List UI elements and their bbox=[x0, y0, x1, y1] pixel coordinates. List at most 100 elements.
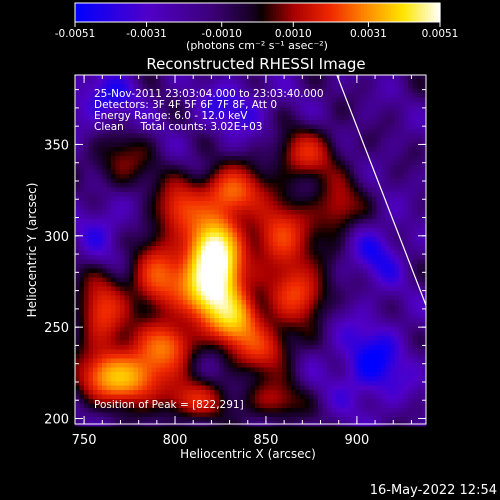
heatmap-cell bbox=[192, 259, 197, 265]
heatmap-cell bbox=[133, 160, 139, 166]
heatmap-cell bbox=[241, 115, 247, 121]
heatmap-cell bbox=[349, 313, 355, 319]
heatmap-cell bbox=[241, 349, 247, 355]
heatmap-cell bbox=[201, 174, 206, 179]
heatmap-cell bbox=[210, 93, 215, 98]
heatmap-cell bbox=[75, 129, 80, 134]
heatmap-cell bbox=[178, 196, 184, 202]
heatmap-cell bbox=[259, 102, 265, 107]
heatmap-cell bbox=[88, 295, 94, 301]
heatmap-cell bbox=[93, 300, 98, 305]
heatmap-cell bbox=[106, 106, 112, 112]
heatmap-cell bbox=[174, 291, 179, 296]
heatmap-cell bbox=[417, 268, 422, 274]
heatmap-cell bbox=[358, 156, 364, 161]
heatmap-cell bbox=[241, 102, 247, 107]
heatmap-cell bbox=[147, 165, 152, 170]
heatmap-cell bbox=[174, 219, 179, 224]
heatmap-cell bbox=[385, 349, 391, 355]
heatmap-cell bbox=[372, 237, 377, 242]
heatmap-cell bbox=[286, 111, 292, 116]
heatmap-cell bbox=[97, 345, 103, 350]
heatmap-cell bbox=[241, 106, 247, 112]
heatmap-cell bbox=[246, 93, 251, 98]
heatmap-cell bbox=[354, 219, 359, 224]
heatmap-cell bbox=[129, 160, 134, 166]
heatmap-cell bbox=[412, 345, 418, 350]
heatmap-cell bbox=[178, 259, 184, 265]
heatmap-cell bbox=[390, 327, 395, 332]
heatmap-cell bbox=[79, 178, 85, 184]
heatmap-cell bbox=[327, 228, 332, 233]
heatmap-cell bbox=[385, 237, 391, 242]
heatmap-cell bbox=[318, 250, 323, 256]
heatmap-cell bbox=[268, 295, 274, 301]
heatmap-cell bbox=[250, 178, 256, 184]
heatmap-cell bbox=[322, 304, 328, 310]
heatmap-cell bbox=[390, 246, 395, 251]
heatmap-cell bbox=[138, 327, 143, 332]
heatmap-cell bbox=[268, 111, 274, 116]
heatmap-cell bbox=[183, 75, 188, 80]
heatmap-cell bbox=[295, 268, 301, 274]
heatmap-cell bbox=[75, 327, 80, 332]
heatmap-cell bbox=[345, 322, 350, 328]
heatmap-cell bbox=[223, 115, 229, 121]
heatmap-cell bbox=[300, 129, 305, 134]
heatmap-cell bbox=[124, 318, 130, 323]
heatmap-cell bbox=[255, 300, 260, 305]
heatmap-cell bbox=[160, 129, 166, 134]
heatmap-cell bbox=[277, 232, 283, 238]
heatmap-cell bbox=[358, 255, 364, 260]
heatmap-cell bbox=[345, 93, 350, 98]
heatmap-cell bbox=[331, 201, 337, 206]
heatmap-cell bbox=[282, 106, 287, 112]
heatmap-cell bbox=[264, 187, 269, 193]
heatmap-cell bbox=[210, 178, 215, 184]
heatmap-cell bbox=[84, 237, 89, 242]
heatmap-cell bbox=[282, 201, 287, 206]
heatmap-cell bbox=[250, 340, 256, 346]
heatmap-cell bbox=[120, 237, 125, 242]
heatmap-cell bbox=[408, 156, 413, 161]
heatmap-cell bbox=[331, 282, 337, 287]
heatmap-cell bbox=[228, 246, 233, 251]
colorbar-cell bbox=[114, 3, 119, 22]
heatmap-cell bbox=[322, 349, 328, 355]
heatmap-cell bbox=[286, 219, 292, 224]
heatmap-cell bbox=[174, 187, 179, 193]
heatmap-cell bbox=[291, 201, 296, 206]
heatmap-cell bbox=[219, 304, 224, 310]
heatmap-cell bbox=[156, 169, 161, 175]
heatmap-cell bbox=[228, 291, 233, 296]
heatmap-cell bbox=[75, 340, 80, 346]
heatmap-cell bbox=[313, 237, 319, 242]
heatmap-cell bbox=[138, 277, 143, 283]
heatmap-cell bbox=[358, 327, 364, 332]
heatmap-cell bbox=[354, 210, 359, 215]
heatmap-cell bbox=[169, 340, 175, 346]
heatmap-cell bbox=[169, 286, 175, 292]
heatmap-cell bbox=[277, 124, 283, 130]
heatmap-cell bbox=[273, 156, 278, 161]
heatmap-cell bbox=[201, 318, 206, 323]
heatmap-cell bbox=[273, 205, 278, 211]
heatmap-cell bbox=[412, 286, 418, 292]
heatmap-cell bbox=[169, 102, 175, 107]
heatmap-cell bbox=[165, 84, 170, 89]
heatmap-cell bbox=[399, 237, 404, 242]
heatmap-cell bbox=[187, 250, 193, 256]
heatmap-cell bbox=[147, 354, 152, 359]
heatmap-cell bbox=[205, 138, 211, 143]
heatmap-cell bbox=[138, 331, 143, 337]
heatmap-cell bbox=[232, 313, 238, 319]
heatmap-cell bbox=[403, 192, 409, 197]
heatmap-cell bbox=[196, 273, 202, 278]
colorbar-cell bbox=[227, 3, 231, 22]
heatmap-cell bbox=[160, 142, 166, 148]
heatmap-cell bbox=[151, 106, 157, 112]
heatmap-cell bbox=[241, 322, 247, 328]
heatmap-cell bbox=[156, 75, 161, 80]
heatmap-cell bbox=[412, 187, 418, 193]
heatmap-cell bbox=[214, 75, 220, 80]
